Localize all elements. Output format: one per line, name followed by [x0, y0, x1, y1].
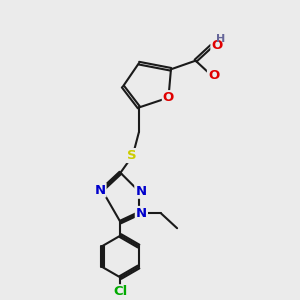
- Text: Cl: Cl: [113, 285, 128, 298]
- Text: N: N: [94, 184, 106, 196]
- Text: H: H: [216, 34, 225, 44]
- Text: O: O: [163, 91, 174, 104]
- Text: O: O: [212, 39, 223, 52]
- Text: S: S: [127, 149, 136, 162]
- Text: O: O: [208, 69, 219, 82]
- Text: N: N: [135, 185, 146, 198]
- Text: N: N: [136, 207, 147, 220]
